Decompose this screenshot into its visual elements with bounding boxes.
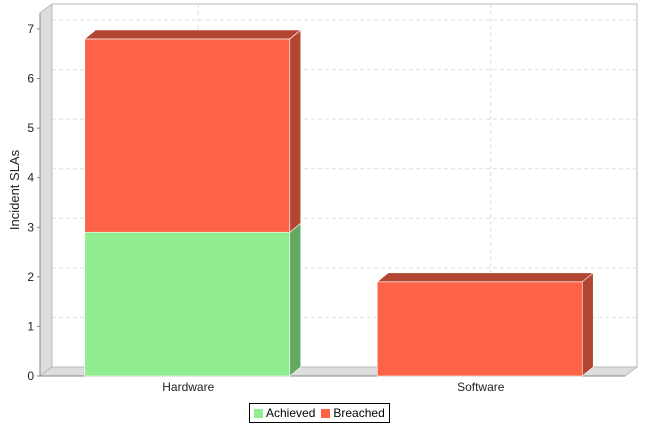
bar-top-software xyxy=(376,272,595,283)
y-tick-label: 2 xyxy=(27,270,34,284)
legend-swatch xyxy=(321,408,331,418)
legend-label: Achieved xyxy=(266,406,316,420)
bar-side-hardware-achieved xyxy=(289,222,302,377)
y-tick-label: 3 xyxy=(27,220,34,234)
y-tick-label: 4 xyxy=(27,171,34,185)
y-tick-label: 7 xyxy=(27,22,34,36)
y-axis-title: Incident SLAs xyxy=(7,149,22,230)
y-tick-label: 0 xyxy=(27,369,34,383)
x-tick-label: Hardware xyxy=(162,380,214,394)
legend-item: Achieved xyxy=(254,406,315,420)
x-tick-label: Software xyxy=(457,380,505,394)
y-tick-label: 5 xyxy=(27,121,34,135)
chart-legend: Achieved Breached xyxy=(249,403,390,423)
bar-software-breached xyxy=(376,281,583,377)
y-tick-label: 6 xyxy=(27,72,34,86)
bar-side-software-breached xyxy=(581,272,594,377)
legend-item: Breached xyxy=(321,406,385,420)
y-tick-label: 1 xyxy=(27,319,34,333)
bar-top-hardware xyxy=(83,29,302,40)
legend-swatch xyxy=(254,408,263,418)
bar-hardware-breached xyxy=(84,38,291,233)
plot-side-wall xyxy=(39,3,53,377)
bar-side-hardware-breached xyxy=(289,29,302,233)
legend-label: Breached xyxy=(333,406,385,420)
bar-hardware-achieved xyxy=(84,231,291,377)
